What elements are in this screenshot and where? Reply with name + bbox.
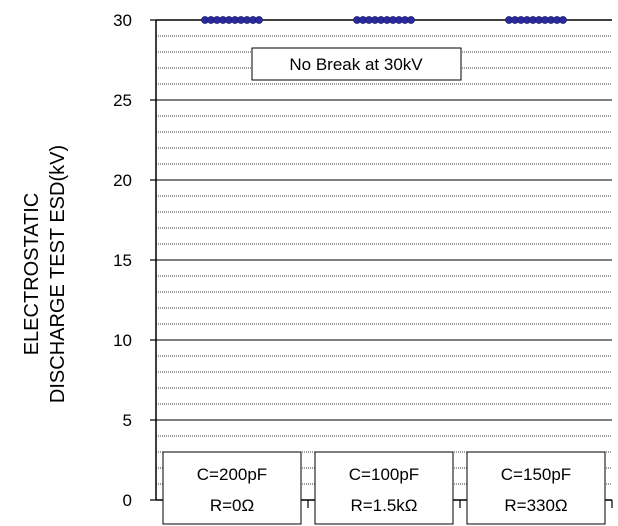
axes <box>150 19 613 508</box>
y-tick-label: 5 <box>123 411 132 430</box>
category-label-capacitance: C=100pF <box>349 465 419 484</box>
annotation-box <box>251 47 462 81</box>
y-tick-label: 15 <box>113 251 132 270</box>
category-label-resistance: R=0Ω <box>210 496 254 515</box>
grid-lines <box>156 35 612 485</box>
category-label-capacitance: C=150pF <box>501 465 571 484</box>
annotation-text: No Break at 30kV <box>289 55 423 74</box>
data-point <box>559 16 567 24</box>
category-boxes: C=200pF R=0Ω C=100pF R=1.5kΩ C=150pF R=330Ω <box>162 451 606 525</box>
category-label-resistance: R=1.5kΩ <box>350 496 417 515</box>
annotation-group: No Break at 30kV <box>251 47 462 81</box>
y-tick-label: 10 <box>113 331 132 350</box>
y-tick-label: 0 <box>123 491 132 510</box>
data-point <box>407 16 415 24</box>
y-axis-title: ELECTROSTATIC DISCHARGE TEST ESD(kV) <box>21 145 69 403</box>
category-label-resistance: R=330Ω <box>504 496 567 515</box>
category-label-capacitance: C=200pF <box>197 465 267 484</box>
y-axis-title-line: DISCHARGE TEST ESD(kV) <box>47 145 69 403</box>
y-axis-title-line: ELECTROSTATIC <box>21 193 43 356</box>
y-tick-labels: 0 5 10 15 20 25 30 <box>113 11 132 510</box>
data-points <box>201 16 567 24</box>
y-tick-label: 30 <box>113 11 132 30</box>
y-tick-label: 25 <box>113 91 132 110</box>
data-point <box>255 16 263 24</box>
category-box <box>162 451 302 525</box>
y-tick-label: 20 <box>113 171 132 190</box>
category-box <box>314 451 454 525</box>
category-box <box>466 451 606 525</box>
